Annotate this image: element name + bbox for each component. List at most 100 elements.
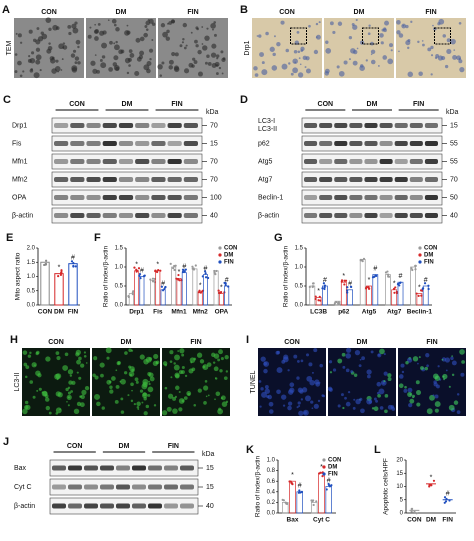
texture	[296, 406, 299, 409]
texture	[109, 389, 114, 394]
y-tick-label: 0.0	[115, 303, 124, 309]
bar	[309, 285, 316, 306]
texture	[452, 55, 458, 60]
sample-dot	[344, 279, 348, 282]
texture	[79, 402, 85, 408]
texture	[309, 379, 315, 386]
band	[135, 159, 150, 164]
texture	[437, 365, 440, 368]
band	[52, 484, 66, 490]
texture	[358, 364, 362, 368]
texture	[74, 61, 78, 65]
row-label: Atg7	[258, 176, 273, 183]
texture	[171, 51, 176, 57]
texture	[147, 394, 151, 397]
bar	[296, 491, 304, 514]
band	[394, 177, 408, 182]
sample-dot	[423, 282, 427, 285]
sample-dot	[70, 260, 74, 263]
band	[349, 141, 363, 146]
texture	[126, 30, 131, 35]
band	[409, 195, 423, 200]
texture	[90, 60, 96, 66]
column-label: FIN	[426, 339, 437, 346]
texture	[52, 24, 58, 31]
column-label: CON	[318, 101, 334, 108]
texture	[186, 391, 192, 396]
bar	[289, 480, 296, 514]
texture	[134, 70, 140, 77]
texture	[61, 58, 64, 61]
texture	[94, 375, 99, 380]
kda: 55	[450, 140, 458, 147]
texture	[129, 373, 133, 377]
texture	[213, 366, 219, 372]
kda: 15	[450, 122, 458, 129]
texture	[113, 55, 119, 61]
texture	[304, 66, 307, 69]
texture	[174, 354, 180, 361]
texture	[388, 43, 394, 48]
sample-dot	[311, 285, 315, 288]
texture	[115, 385, 120, 389]
texture	[184, 68, 190, 74]
texture	[217, 408, 224, 415]
column-label: FIN	[187, 9, 198, 16]
texture	[433, 382, 438, 387]
texture	[407, 71, 414, 78]
y-tick-label: 5	[400, 497, 404, 503]
texture	[206, 362, 212, 367]
sample-dot	[315, 500, 318, 503]
texture	[338, 70, 345, 77]
sample-dot	[392, 287, 396, 290]
texture	[139, 50, 145, 56]
texture	[390, 49, 393, 52]
texture	[365, 59, 368, 62]
zoom-box	[290, 27, 307, 45]
texture	[451, 360, 457, 366]
texture	[214, 398, 216, 401]
row-label: LC3-II	[14, 372, 21, 391]
texture	[258, 34, 262, 38]
texture	[366, 398, 373, 405]
texture	[415, 390, 422, 396]
texture	[294, 61, 297, 64]
texture	[260, 356, 266, 362]
texture	[384, 20, 390, 26]
texture	[269, 46, 275, 52]
sample-dot	[308, 285, 311, 289]
texture	[398, 50, 400, 53]
texture	[106, 356, 110, 360]
texture	[256, 35, 259, 37]
texture	[383, 371, 388, 376]
sample-dot	[215, 269, 218, 273]
texture	[14, 53, 18, 56]
texture	[148, 382, 151, 386]
texture	[62, 45, 68, 50]
x-tick-label: Atg7	[387, 309, 402, 316]
texture	[100, 62, 107, 69]
texture	[296, 31, 300, 34]
texture	[101, 55, 106, 59]
texture	[441, 358, 444, 361]
texture	[305, 68, 311, 74]
texture	[22, 350, 28, 355]
texture	[126, 24, 129, 27]
sample-dot	[340, 279, 344, 282]
sample-dot	[57, 275, 60, 278]
x-tick-label: DM	[54, 309, 64, 316]
texture	[437, 22, 441, 26]
texture	[282, 404, 286, 407]
texture	[107, 19, 110, 22]
texture	[111, 18, 117, 24]
texture	[387, 373, 392, 378]
sample-dot	[138, 272, 142, 276]
texture	[179, 348, 185, 354]
texture	[50, 58, 56, 64]
sample-dot	[410, 507, 413, 511]
column-label: DM	[116, 9, 127, 16]
texture	[408, 402, 413, 408]
legend-label: FIN	[328, 472, 338, 478]
sample-dot	[414, 264, 417, 267]
